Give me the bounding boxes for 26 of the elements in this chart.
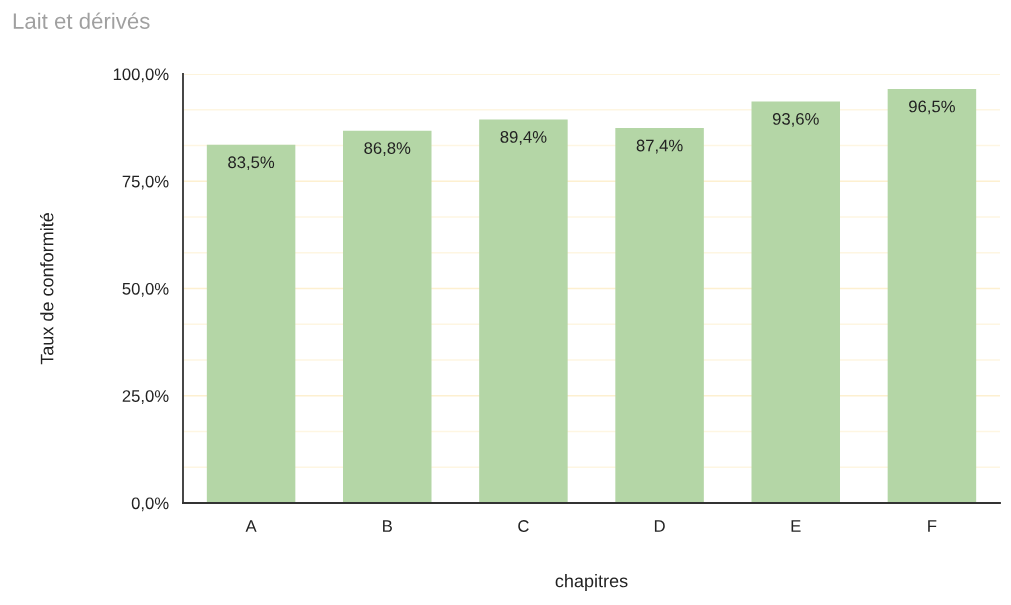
data-label: 86,8% <box>364 142 411 156</box>
x-axis-title: chapitres <box>555 574 628 591</box>
bar <box>615 128 704 503</box>
bar <box>751 101 840 503</box>
y-tick-label: 50,0% <box>122 282 169 297</box>
bar <box>887 89 977 503</box>
y-tick-label: 100,0% <box>113 68 169 83</box>
x-tick-label: E <box>791 520 801 532</box>
x-tick-label: A <box>245 520 257 532</box>
x-tick-label: C <box>518 520 529 532</box>
bar <box>343 130 432 503</box>
y-tick-label: 0,0% <box>131 497 169 512</box>
chart-title: Lait et dérivés <box>13 12 150 29</box>
y-tick-label: 25,0% <box>122 390 169 404</box>
bar <box>206 144 296 503</box>
x-tick-label: D <box>654 520 665 532</box>
data-label: 89,4% <box>500 131 547 145</box>
bar <box>479 119 568 503</box>
y-tick-label: 75,0% <box>122 175 169 190</box>
data-label: 96,5% <box>909 100 955 115</box>
x-tick-label: B <box>383 520 392 532</box>
x-tick-label: F <box>928 520 937 532</box>
y-axis-title: Taux de conformité <box>39 213 54 365</box>
data-label: 93,6% <box>772 113 819 127</box>
data-label: 87,4% <box>636 139 683 154</box>
data-label: 83,5% <box>228 156 275 171</box>
